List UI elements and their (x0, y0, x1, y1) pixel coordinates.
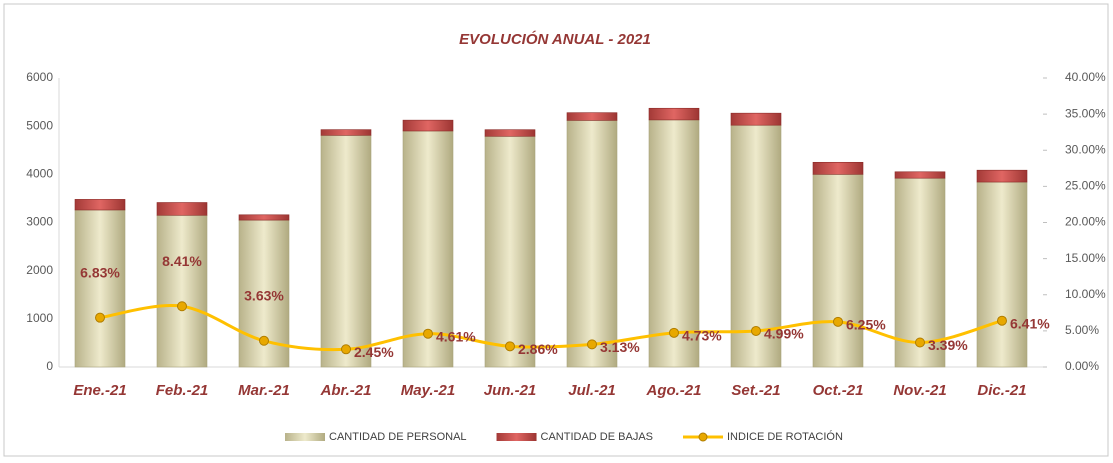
x-tick-label: Set.-21 (731, 382, 780, 399)
line-marker (505, 341, 515, 352)
x-tick-label: May.-21 (401, 382, 455, 399)
line-marker (833, 316, 843, 327)
y-tick-label: 3000 (26, 215, 53, 229)
x-tick-label: Abr.-21 (320, 382, 372, 399)
line-marker (259, 335, 269, 346)
bar-segment (894, 177, 946, 368)
y2-tick-label: 35.00% (1065, 106, 1106, 120)
bar-segment (566, 120, 618, 368)
bar-segment (976, 169, 1028, 183)
bar-segment (74, 209, 126, 368)
y2-tick-label: 15.00% (1065, 251, 1106, 265)
y-tick-label: 4000 (26, 167, 53, 181)
line-marker (669, 327, 679, 338)
legend-swatch (496, 433, 537, 441)
x-tick-label: Jun.-21 (484, 382, 537, 399)
bar-segment (894, 171, 946, 179)
bar-segment (402, 119, 454, 132)
value-label: 6.41% (1010, 315, 1050, 331)
line-marker (95, 312, 105, 323)
value-label: 4.73% (682, 328, 722, 344)
line-marker (915, 337, 925, 348)
chart-title: EVOLUCIÓN ANUAL - 2021 (459, 30, 651, 48)
bar-segment (484, 129, 536, 137)
value-label: 3.63% (244, 287, 284, 303)
x-tick-label: Ago.-21 (645, 382, 701, 399)
legend-label: CANTIDAD DE BAJAS (541, 431, 653, 443)
line-marker (751, 325, 761, 336)
bar-segment (812, 174, 864, 368)
bar-segment (484, 135, 536, 368)
legend-swatch (285, 433, 325, 441)
bar-segment (648, 107, 700, 121)
value-label: 6.83% (80, 264, 120, 280)
x-tick-label: Nov.-21 (893, 382, 946, 399)
x-tick-label: Jul.-21 (568, 382, 616, 399)
line-marker (177, 301, 187, 312)
y-tick-label: 5000 (26, 118, 53, 132)
legend-swatch-marker (698, 432, 708, 442)
x-tick-label: Oct.-21 (813, 382, 864, 399)
y-tick-label: 2000 (26, 263, 53, 277)
value-label: 2.86% (518, 341, 558, 357)
bar-segment (730, 112, 782, 126)
line (99, 304, 1003, 352)
y-tick-label: 1000 (26, 311, 53, 325)
bar-segment (648, 119, 700, 368)
bar-segment (74, 199, 126, 211)
line-marker (997, 315, 1007, 326)
y2-tick-label: 25.00% (1065, 179, 1106, 193)
bar-segment (156, 214, 208, 368)
value-label: 6.25% (846, 317, 886, 333)
bar-segment (402, 130, 454, 368)
value-label: 8.41% (162, 253, 202, 269)
line-marker (423, 328, 433, 339)
legend-label: INDICE DE ROTACIÓN (727, 430, 843, 443)
bar-segment (976, 181, 1028, 368)
x-tick-label: Dic.-21 (977, 382, 1026, 399)
line-marker (341, 344, 351, 355)
bar-segment (238, 214, 290, 221)
y2-tick-label: 5.00% (1065, 323, 1099, 337)
x-tick-label: Feb.-21 (156, 382, 209, 399)
value-label: 2.45% (354, 344, 394, 360)
y2-tick-label: 20.00% (1065, 215, 1106, 229)
bar-segment (812, 161, 864, 175)
y2-tick-label: 40.00% (1065, 70, 1106, 84)
legend-label: CANTIDAD DE PERSONAL (329, 431, 467, 443)
bar-segment (156, 202, 208, 216)
y2-tick-label: 10.00% (1065, 287, 1106, 301)
value-label: 4.61% (436, 328, 476, 344)
value-label: 3.13% (600, 339, 640, 355)
y-tick-label: 0 (46, 359, 53, 373)
y-tick-label: 6000 (26, 70, 53, 84)
bar-segment (320, 135, 372, 368)
value-label: 4.99% (764, 326, 804, 342)
y2-tick-label: 0.00% (1065, 359, 1099, 373)
line-marker (587, 339, 597, 350)
bar-segment (320, 129, 372, 136)
x-tick-label: Mar.-21 (238, 382, 290, 399)
y2-tick-label: 30.00% (1065, 142, 1106, 156)
value-label: 3.39% (928, 337, 968, 353)
x-tick-label: Ene.-21 (73, 382, 126, 399)
bar-segment (566, 112, 618, 121)
